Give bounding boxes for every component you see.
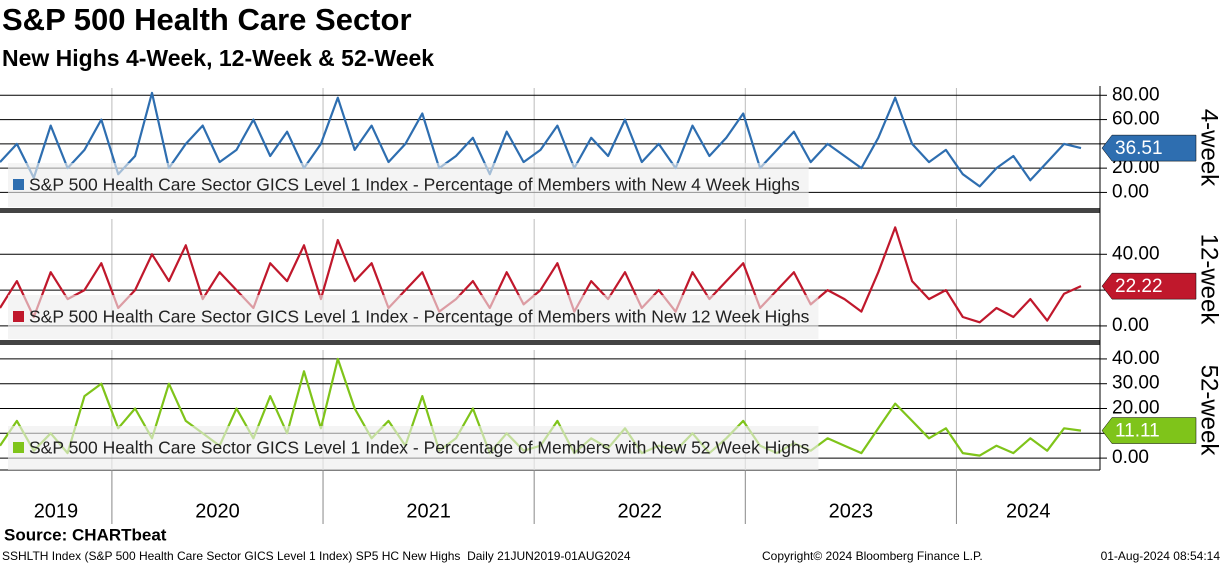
y-tick-label: 20.00 bbox=[1112, 398, 1160, 419]
y-tick-label: 0.00 bbox=[1112, 447, 1149, 468]
legend-label: S&P 500 Health Care Sector GICS Level 1 … bbox=[29, 175, 800, 195]
legend-background bbox=[8, 426, 819, 470]
legend-background bbox=[8, 295, 819, 339]
y-tick-label: 80.00 bbox=[1112, 84, 1160, 105]
value-tag-label: 11.11 bbox=[1115, 421, 1160, 442]
x-tick-label: 2024 bbox=[1006, 500, 1051, 522]
x-tick-label: 2023 bbox=[829, 500, 874, 522]
x-tick-label: 2021 bbox=[406, 500, 451, 522]
chart-title: S&P 500 Health Care Sector bbox=[2, 2, 412, 37]
panel-label: 4-week bbox=[1196, 109, 1223, 187]
series-line bbox=[0, 91, 1082, 188]
legend-swatch bbox=[13, 442, 24, 453]
y-tick-label: 0.00 bbox=[1112, 181, 1149, 202]
y-tick-label: 40.00 bbox=[1112, 348, 1160, 369]
y-tick-label: 30.00 bbox=[1112, 373, 1160, 394]
y-tick-label: 60.00 bbox=[1112, 109, 1160, 130]
x-tick-label: 2022 bbox=[617, 500, 662, 522]
legend-label: S&P 500 Health Care Sector GICS Level 1 … bbox=[29, 438, 810, 458]
value-tag-label: 22.22 bbox=[1115, 276, 1163, 297]
legend-background bbox=[8, 163, 809, 207]
legend: S&P 500 Health Care Sector GICS Level 1 … bbox=[8, 163, 809, 207]
y-tick-label: 40.00 bbox=[1112, 243, 1160, 264]
panel-separator bbox=[0, 208, 1100, 213]
value-tag bbox=[1101, 417, 1197, 444]
chart-subtitle: New Highs 4-Week, 12-Week & 52-Week bbox=[2, 45, 434, 71]
value-tag bbox=[1101, 272, 1197, 300]
legend-label: S&P 500 Health Care Sector GICS Level 1 … bbox=[29, 307, 810, 327]
footer-copyright: Copyright© 2024 Bloomberg Finance L.P. bbox=[762, 549, 983, 563]
x-tick-label: 2020 bbox=[195, 500, 240, 522]
panel-separator bbox=[0, 340, 1100, 345]
source: Source: CHARTbeat bbox=[4, 525, 167, 544]
y-tick-label: 0.00 bbox=[1112, 315, 1149, 336]
legend: S&P 500 Health Care Sector GICS Level 1 … bbox=[8, 295, 819, 339]
panel-label: 52-week bbox=[1196, 365, 1223, 457]
footer-description: SSHLTH Index (S&P 500 Health Care Sector… bbox=[2, 549, 631, 563]
legend: S&P 500 Health Care Sector GICS Level 1 … bbox=[8, 426, 819, 470]
footer-timestamp: 01-Aug-2024 08:54:14 bbox=[1101, 549, 1221, 563]
panel-label: 12-week bbox=[1196, 234, 1223, 326]
legend-swatch bbox=[13, 311, 24, 322]
value-tag-label: 36.51 bbox=[1115, 138, 1163, 159]
y-tick-label: 20.00 bbox=[1112, 157, 1160, 178]
value-tag bbox=[1101, 134, 1197, 162]
legend-swatch bbox=[13, 179, 24, 190]
series-line bbox=[0, 226, 1082, 324]
x-tick-label: 2019 bbox=[34, 500, 79, 522]
